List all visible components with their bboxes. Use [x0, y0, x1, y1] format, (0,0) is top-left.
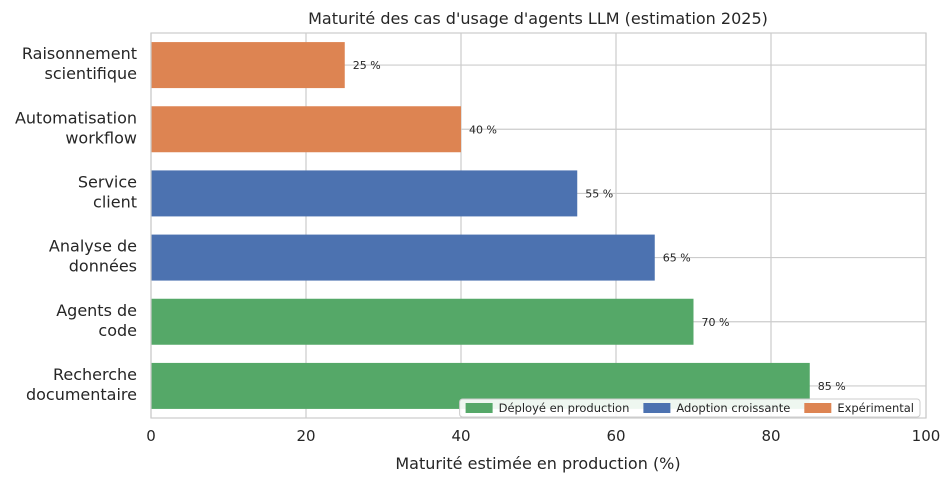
- legend-label: Expérimental: [837, 401, 914, 415]
- x-tick-label: 20: [296, 427, 315, 445]
- y-tick-label: données: [69, 257, 137, 276]
- x-tick-label: 80: [761, 427, 780, 445]
- y-tick-label: Agents de: [56, 301, 137, 320]
- y-tick-label: client: [93, 192, 137, 211]
- y-tick-label: workflow: [65, 128, 137, 147]
- x-tick-label: 60: [606, 427, 625, 445]
- bar: [151, 234, 655, 281]
- bar: [151, 106, 461, 153]
- y-tick-label: Recherche: [53, 365, 137, 384]
- bar: [151, 298, 694, 345]
- legend-label: Adoption croissante: [676, 401, 790, 415]
- x-tick-label: 40: [451, 427, 470, 445]
- y-tick-label: Service: [78, 172, 137, 191]
- y-tick-label: Automatisation: [15, 108, 137, 127]
- bar-value-label: 40 %: [469, 123, 497, 136]
- plot-frame: [150, 32, 927, 419]
- legend-swatch: [465, 403, 493, 413]
- y-tick-label: code: [98, 321, 137, 340]
- bar-value-label: 25 %: [353, 59, 381, 72]
- x-tick-label: 100: [912, 427, 941, 445]
- bar-value-label: 70 %: [702, 316, 730, 329]
- x-tick-label: 0: [146, 427, 156, 445]
- legend-label: Déployé en production: [499, 401, 630, 415]
- y-tick-label: Analyse de: [49, 237, 137, 256]
- y-tick-label: Raisonnement: [22, 44, 137, 63]
- bar: [151, 42, 345, 89]
- bar: [151, 170, 578, 217]
- bar-value-label: 55 %: [585, 187, 613, 200]
- legend-swatch: [643, 403, 671, 413]
- bar-value-label: 65 %: [663, 252, 691, 265]
- chart-title: Maturité des cas d'usage d'agents LLM (e…: [308, 9, 768, 28]
- legend-swatch: [804, 403, 832, 413]
- y-tick-label: scientifique: [45, 64, 138, 83]
- x-axis-label: Maturité estimée en production (%): [395, 454, 680, 473]
- y-tick-label: documentaire: [26, 385, 137, 404]
- bar-value-label: 85 %: [818, 380, 846, 393]
- legend: Déployé en production Adoption croissante…: [459, 398, 921, 418]
